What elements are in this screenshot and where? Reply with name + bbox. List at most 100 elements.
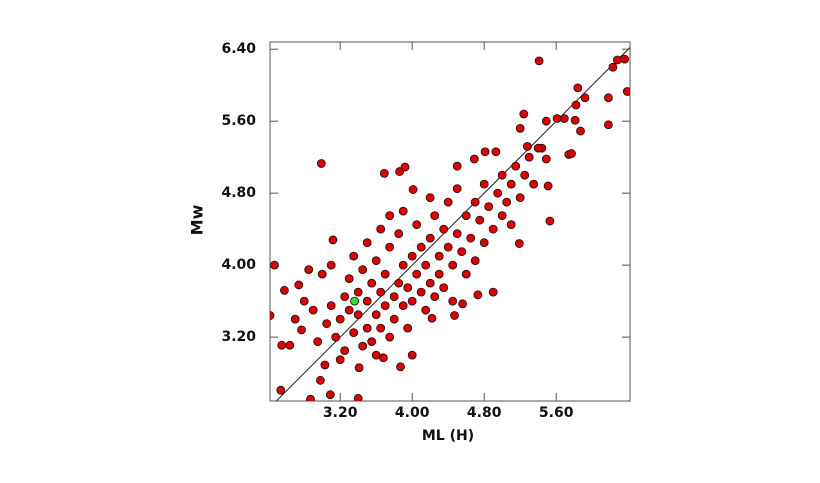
point bbox=[354, 363, 364, 373]
point bbox=[407, 296, 417, 306]
point bbox=[299, 296, 309, 306]
point bbox=[322, 319, 332, 329]
point bbox=[276, 385, 286, 395]
point bbox=[570, 115, 580, 125]
point bbox=[353, 310, 363, 320]
point bbox=[407, 251, 417, 261]
point bbox=[470, 256, 480, 266]
point bbox=[541, 116, 551, 126]
point bbox=[452, 161, 462, 171]
point bbox=[452, 184, 462, 194]
point bbox=[385, 211, 395, 221]
point bbox=[380, 301, 390, 311]
point bbox=[398, 301, 408, 311]
marks bbox=[270, 47, 630, 401]
point bbox=[545, 216, 555, 226]
point bbox=[335, 314, 345, 324]
point bbox=[316, 159, 326, 168]
point bbox=[541, 154, 551, 164]
point bbox=[344, 305, 354, 315]
point bbox=[613, 55, 622, 65]
point bbox=[320, 360, 330, 370]
point bbox=[506, 179, 516, 189]
point bbox=[430, 292, 440, 302]
point bbox=[502, 197, 512, 207]
point bbox=[376, 323, 386, 333]
point bbox=[376, 287, 386, 297]
point bbox=[534, 56, 544, 66]
point bbox=[297, 325, 306, 335]
point bbox=[439, 283, 449, 293]
point bbox=[385, 332, 395, 342]
point bbox=[479, 179, 489, 189]
x-tick-label: 3.20 bbox=[323, 405, 358, 421]
point bbox=[325, 390, 335, 400]
point bbox=[362, 323, 372, 333]
point bbox=[448, 296, 458, 306]
point bbox=[567, 149, 576, 158]
point bbox=[398, 260, 408, 270]
point bbox=[519, 109, 529, 119]
point bbox=[448, 260, 458, 270]
point bbox=[394, 278, 404, 288]
point bbox=[470, 197, 480, 207]
point bbox=[475, 215, 485, 225]
point bbox=[403, 283, 413, 293]
point bbox=[349, 328, 359, 338]
point bbox=[497, 211, 507, 221]
point bbox=[514, 239, 524, 248]
point bbox=[340, 292, 350, 302]
point bbox=[461, 269, 471, 279]
point bbox=[452, 229, 462, 239]
point bbox=[620, 54, 629, 64]
point bbox=[421, 305, 431, 315]
point bbox=[416, 287, 426, 297]
point bbox=[497, 170, 507, 180]
point bbox=[443, 242, 453, 252]
point bbox=[457, 247, 467, 257]
point bbox=[398, 206, 408, 216]
point bbox=[416, 242, 426, 252]
point bbox=[335, 355, 345, 365]
point bbox=[524, 152, 534, 162]
point bbox=[379, 168, 389, 178]
point bbox=[473, 290, 483, 300]
point bbox=[425, 193, 435, 203]
point bbox=[412, 269, 422, 279]
point bbox=[580, 93, 590, 103]
point bbox=[277, 340, 287, 350]
point bbox=[328, 235, 338, 245]
point bbox=[285, 340, 295, 350]
point bbox=[425, 233, 435, 243]
x-tick-label: 5.60 bbox=[539, 405, 574, 421]
point bbox=[326, 260, 336, 270]
point bbox=[421, 260, 431, 270]
point bbox=[403, 323, 413, 333]
point bbox=[362, 238, 372, 248]
point bbox=[443, 197, 453, 207]
point bbox=[488, 224, 498, 234]
point bbox=[469, 154, 479, 164]
point bbox=[573, 83, 583, 93]
point bbox=[270, 311, 275, 320]
point bbox=[439, 224, 449, 234]
point bbox=[371, 350, 381, 360]
point bbox=[543, 181, 553, 191]
point bbox=[434, 269, 444, 279]
point bbox=[461, 211, 471, 221]
point bbox=[458, 299, 468, 309]
point bbox=[576, 126, 585, 136]
point bbox=[389, 292, 399, 302]
point bbox=[430, 211, 440, 221]
point bbox=[511, 161, 521, 171]
point bbox=[450, 311, 459, 320]
point bbox=[294, 280, 304, 290]
point bbox=[344, 274, 354, 284]
point bbox=[484, 202, 494, 212]
point bbox=[523, 141, 532, 151]
point bbox=[385, 242, 395, 252]
x-axis-label: ML (H) bbox=[422, 428, 474, 444]
point bbox=[552, 114, 562, 123]
point bbox=[529, 179, 539, 189]
